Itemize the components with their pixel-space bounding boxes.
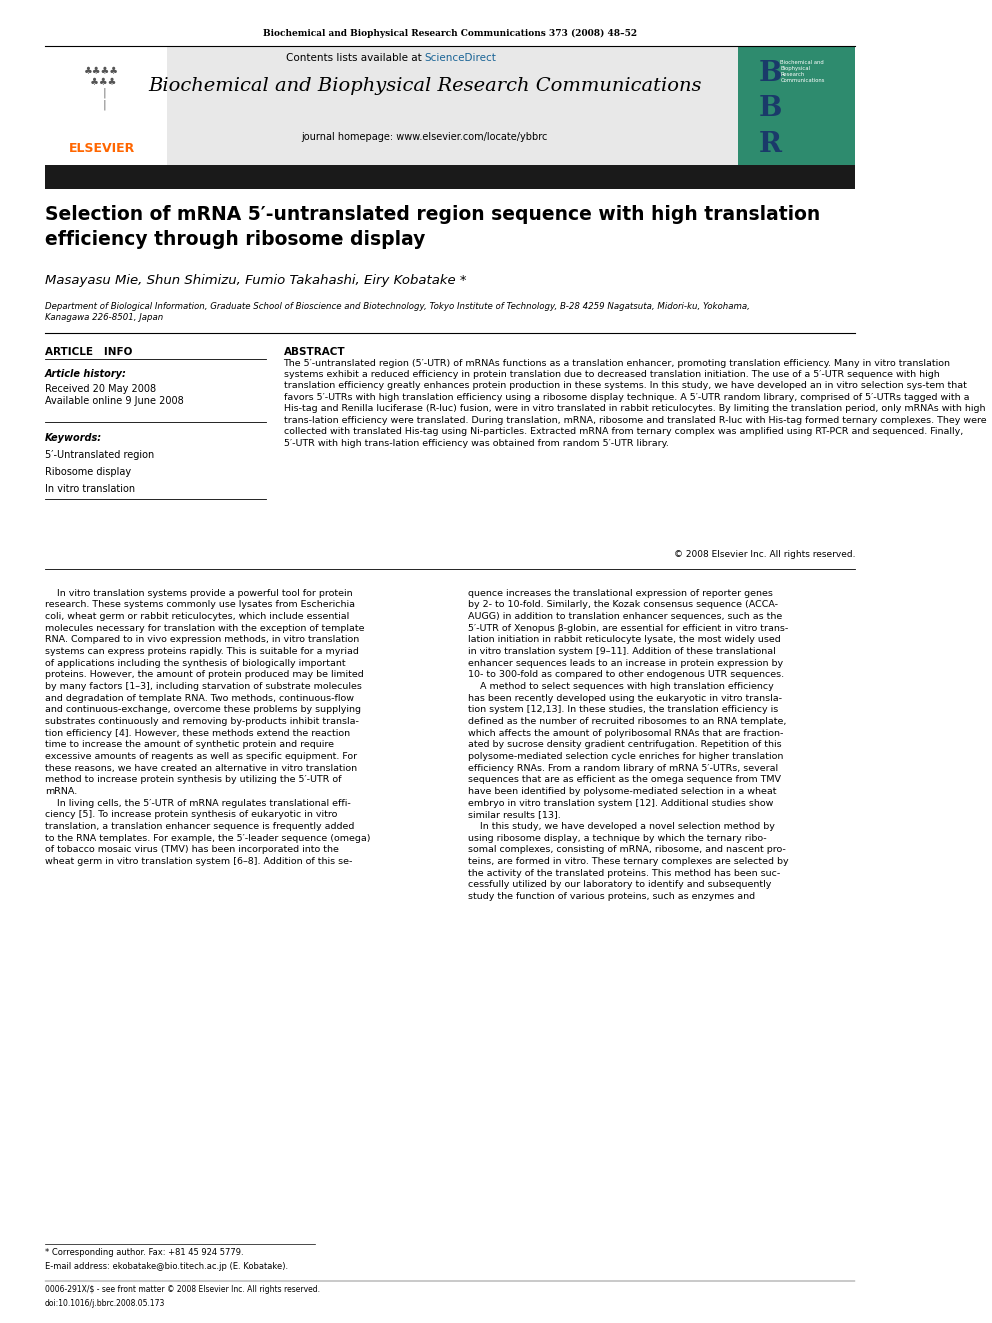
Text: Ribosome display: Ribosome display xyxy=(45,467,131,478)
Text: B: B xyxy=(759,60,782,86)
Text: 0006-291X/$ - see front matter © 2008 Elsevier Inc. All rights reserved.: 0006-291X/$ - see front matter © 2008 El… xyxy=(45,1285,320,1294)
Text: R: R xyxy=(759,131,782,157)
Text: Biochemical and Biophysical Research Communications: Biochemical and Biophysical Research Com… xyxy=(148,77,701,95)
Text: E-mail address: ekobatake@bio.titech.ac.jp (E. Kobatake).: E-mail address: ekobatake@bio.titech.ac.… xyxy=(45,1262,288,1271)
Text: doi:10.1016/j.bbrc.2008.05.173: doi:10.1016/j.bbrc.2008.05.173 xyxy=(45,1299,166,1308)
Text: The 5′-untranslated region (5′-UTR) of mRNAs functions as a translation enhancer: The 5′-untranslated region (5′-UTR) of m… xyxy=(284,359,986,447)
Text: © 2008 Elsevier Inc. All rights reserved.: © 2008 Elsevier Inc. All rights reserved… xyxy=(674,550,855,560)
Text: Masayasu Mie, Shun Shimizu, Fumio Takahashi, Eiry Kobatake *: Masayasu Mie, Shun Shimizu, Fumio Takaha… xyxy=(45,274,466,287)
Text: ScienceDirect: ScienceDirect xyxy=(425,53,497,64)
Text: Article history:: Article history: xyxy=(45,369,127,380)
Text: ELSEVIER: ELSEVIER xyxy=(68,142,135,155)
Text: Selection of mRNA 5′-untranslated region sequence with high translation
efficien: Selection of mRNA 5′-untranslated region… xyxy=(45,205,820,249)
Text: Received 20 May 2008: Received 20 May 2008 xyxy=(45,384,156,394)
Text: Biochemical and
Biophysical
Research
Communications: Biochemical and Biophysical Research Com… xyxy=(781,60,825,83)
Bar xyxy=(45,46,167,165)
Text: Keywords:: Keywords: xyxy=(45,433,102,443)
Text: 5′-Untranslated region: 5′-Untranslated region xyxy=(45,450,155,460)
Text: ♣♣♣♣
 ♣♣♣
  |
  |: ♣♣♣♣ ♣♣♣ | | xyxy=(84,66,119,110)
Text: * Corresponding author. Fax: +81 45 924 5779.: * Corresponding author. Fax: +81 45 924 … xyxy=(45,1248,244,1257)
Bar xyxy=(738,46,855,165)
Text: Contents lists available at: Contents lists available at xyxy=(286,53,425,64)
Text: Available online 9 June 2008: Available online 9 June 2008 xyxy=(45,396,184,406)
Bar xyxy=(45,165,855,189)
Text: Department of Biological Information, Graduate School of Bioscience and Biotechn: Department of Biological Information, Gr… xyxy=(45,302,750,323)
Text: In vitro translation systems provide a powerful tool for protein
research. These: In vitro translation systems provide a p… xyxy=(45,589,370,867)
Text: B: B xyxy=(759,95,782,122)
Text: ARTICLE   INFO: ARTICLE INFO xyxy=(45,347,132,357)
Text: quence increases the translational expression of reporter genes
by 2- to 10-fold: quence increases the translational expre… xyxy=(468,589,789,901)
Bar xyxy=(45,46,855,165)
Text: Biochemical and Biophysical Research Communications 373 (2008) 48–52: Biochemical and Biophysical Research Com… xyxy=(263,29,637,38)
Text: ABSTRACT: ABSTRACT xyxy=(284,347,345,357)
Text: journal homepage: www.elsevier.com/locate/ybbrc: journal homepage: www.elsevier.com/locat… xyxy=(302,132,548,143)
Text: In vitro translation: In vitro translation xyxy=(45,484,135,495)
